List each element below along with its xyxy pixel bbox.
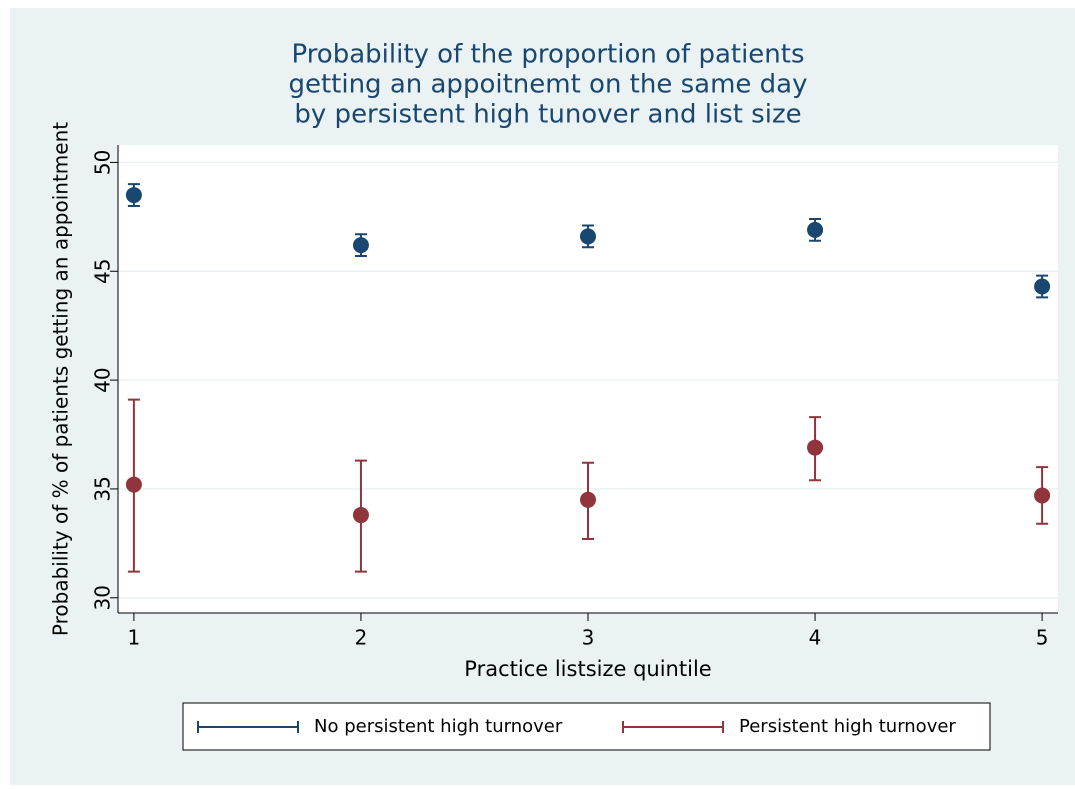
legend-symbol	[197, 721, 299, 733]
y-tick-label: 40	[91, 367, 115, 392]
point	[1034, 278, 1051, 295]
y-tick-label: 50	[91, 150, 115, 175]
point	[125, 476, 142, 493]
x-tick-label: 2	[355, 626, 368, 650]
point	[807, 439, 824, 456]
chart-title: by persistent high tunover and list size	[294, 100, 801, 130]
point	[352, 237, 369, 254]
chart-title: Probability of the proportion of patient…	[291, 40, 804, 70]
point	[580, 491, 596, 508]
y-tick-label: 45	[91, 259, 115, 284]
x-tick-label: 3	[582, 626, 595, 650]
legend-label: No persistent high turnover	[314, 716, 563, 737]
y-axis-label: Probability of % of patients getting an …	[49, 122, 73, 636]
point	[125, 187, 142, 204]
x-tick-label: 4	[809, 626, 822, 650]
plot-area	[118, 145, 1058, 613]
legend-symbol	[622, 721, 724, 733]
point	[352, 507, 369, 524]
point	[807, 221, 824, 238]
x-tick-label: 1	[128, 626, 141, 650]
legend	[182, 702, 991, 751]
x-tick-label: 5	[1036, 626, 1049, 650]
x-axis-label: Practice listsize quintile	[464, 657, 711, 681]
chart-title: getting an appoitnemt on the same day	[288, 70, 807, 100]
point	[580, 228, 596, 245]
legend-label: Persistent high turnover	[739, 716, 956, 737]
point	[1034, 487, 1051, 504]
y-tick-label: 30	[91, 585, 115, 610]
y-tick-label: 35	[91, 476, 115, 501]
